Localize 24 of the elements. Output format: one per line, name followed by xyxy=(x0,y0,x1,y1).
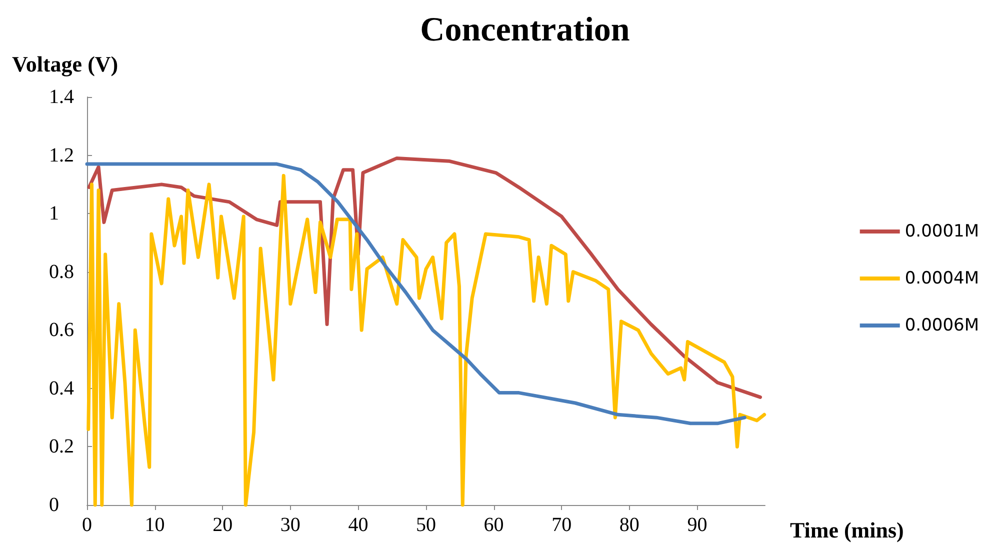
y-tick-label: 0.4 xyxy=(49,377,74,400)
x-tick-label: 70 xyxy=(552,514,572,536)
y-tick-label: 1.4 xyxy=(49,86,74,108)
y-tick-label: 1 xyxy=(49,202,59,225)
x-tick-label: 80 xyxy=(619,514,640,536)
y-tick-label: 0.8 xyxy=(49,260,74,283)
x-tick-label: 20 xyxy=(212,514,233,536)
legend-label: 0.0001M xyxy=(904,222,980,242)
legend-label: 0.0006M xyxy=(904,316,980,336)
x-tick-label: 60 xyxy=(484,514,504,536)
y-tick-label: 0 xyxy=(49,494,59,516)
x-tick-label: 0 xyxy=(82,514,92,536)
x-tick-label: 10 xyxy=(144,514,165,536)
y-tick-label: 1.2 xyxy=(49,144,74,166)
y-tick-label: 0.2 xyxy=(49,436,74,458)
x-axis-title: Time (mins) xyxy=(790,518,904,542)
y-axis-title: Voltage (V) xyxy=(12,52,118,76)
x-tick-label: 30 xyxy=(280,514,300,536)
y-tick-label: 0.6 xyxy=(49,319,74,342)
x-tick-label: 90 xyxy=(687,514,708,536)
x-tick-label: 40 xyxy=(348,514,368,536)
x-tick-label: 50 xyxy=(416,514,436,536)
legend-label: 0.0004M xyxy=(904,268,980,288)
chart-title: Concentration xyxy=(420,12,630,48)
